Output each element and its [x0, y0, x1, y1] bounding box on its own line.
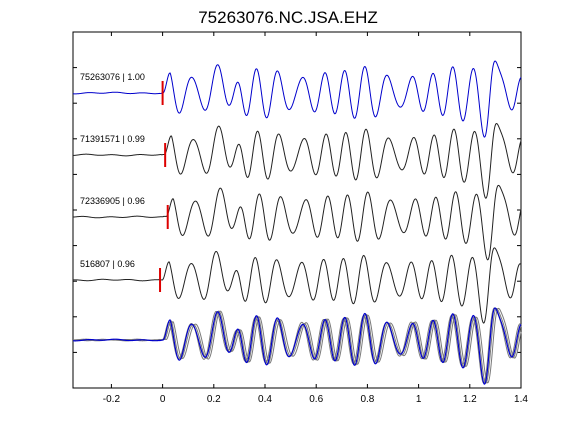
waveform-trace-75263076	[72, 60, 522, 138]
x-tick-label: 0.8	[360, 394, 374, 405]
trace-labels: 75263076 | 1.00 71391571 | 0.99 72336905 |…	[80, 72, 145, 269]
waveform-trace-71391571	[72, 122, 522, 199]
pick-markers	[159, 81, 169, 292]
trace-label-516807: 516807 | 0.96	[80, 259, 135, 269]
x-axis-ticks	[110, 32, 522, 388]
y-axis-ticks	[73, 67, 521, 353]
x-tick-label: 0	[160, 394, 166, 405]
trace-label-71391571: 71391571 | 0.99	[80, 134, 145, 144]
waveform-trace-72336905	[72, 184, 522, 261]
x-tick-label: 0.2	[207, 394, 221, 405]
overlay-template-trace	[72, 307, 522, 385]
x-tick-label: -0.2	[103, 394, 121, 405]
x-tick-label: 0.4	[258, 394, 272, 405]
x-tick-label: 1.2	[463, 394, 477, 405]
x-tick-label: 0.6	[309, 394, 323, 405]
overlay-trace-516807	[72, 307, 522, 384]
waveform-traces	[72, 60, 522, 324]
waveform-trace-516807	[72, 247, 522, 324]
x-axis-tick-labels: -0.2 0 0.2 0.4 0.6 0.8 1 1.2 1.4	[103, 394, 529, 405]
waveform-overlay-stack	[72, 307, 522, 385]
trace-label-75263076: 75263076 | 1.00	[80, 72, 145, 82]
trace-label-72336905: 72336905 | 0.96	[80, 196, 145, 206]
x-tick-label: 1	[416, 394, 422, 405]
x-tick-label: 1.4	[514, 394, 528, 405]
chart-title: 75263076.NC.JSA.EHZ	[198, 8, 378, 27]
